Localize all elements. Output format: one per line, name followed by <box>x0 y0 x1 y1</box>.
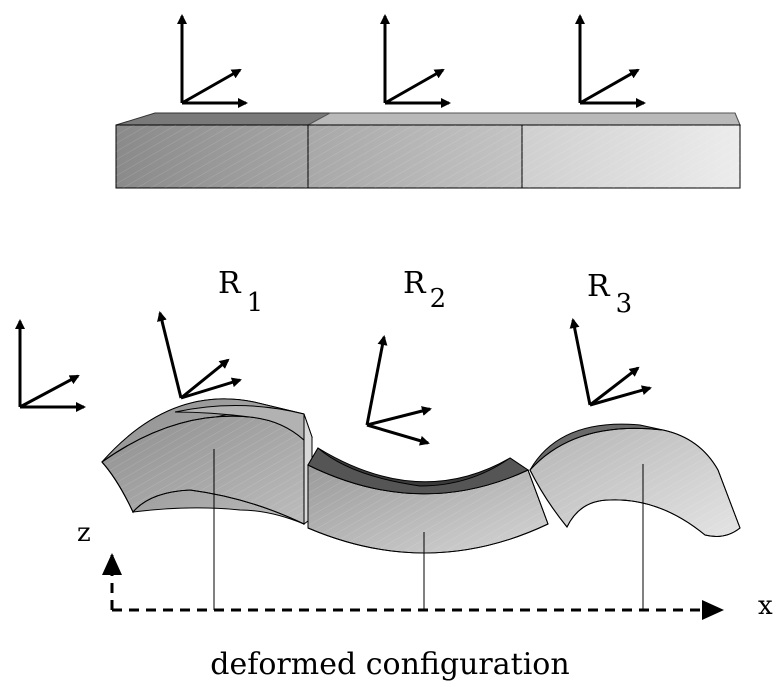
deformed-segment-1 <box>101 398 313 525</box>
x-axis-label: x <box>758 591 773 621</box>
frame-undeformed-3 <box>575 14 646 108</box>
global-axes <box>102 553 724 620</box>
beam-top-face-light <box>307 112 741 126</box>
z-axis-label: z <box>77 518 91 548</box>
undeformed-beam <box>115 112 741 189</box>
frame-r2 <box>365 335 432 446</box>
deformed-segment-2 <box>307 447 549 554</box>
figure-caption: deformed configuration <box>210 647 569 682</box>
frame-r1 <box>157 311 242 400</box>
label-r1: R1 <box>218 266 263 318</box>
deformed-segment-3 <box>529 423 741 537</box>
global-reference-frame <box>15 319 86 412</box>
frame-undeformed-1 <box>177 14 248 108</box>
segment-center-lines <box>213 449 644 610</box>
frame-undeformed-2 <box>380 14 451 108</box>
frame-r3 <box>569 318 652 407</box>
